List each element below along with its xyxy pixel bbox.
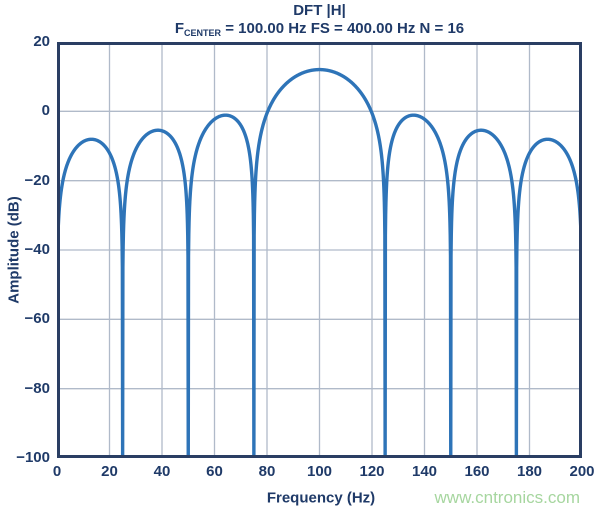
x-axis-title: Frequency (Hz) [266, 489, 376, 507]
subtitle-params: = 100.00 Hz FS = 400.00 Hz N = 16 [221, 20, 465, 37]
plot-frame [57, 42, 582, 458]
x-tick-label: 20 [101, 463, 118, 480]
y-tick-label: −20 [24, 171, 50, 189]
chart-title: DFT |H| [293, 2, 346, 19]
y-axis-title: Amplitude (dB) [5, 196, 23, 304]
watermark-text: www.cntronics.com [434, 488, 580, 507]
y-tick-label: −60 [24, 310, 50, 328]
x-tick-label: 160 [464, 463, 490, 480]
x-tick-label: 80 [258, 463, 276, 480]
subtitle-f: F [174, 20, 185, 37]
chart-header: DFT |H| FCENTER = 100.00 Hz FS = 400.00 … [57, 2, 582, 42]
y-tick-label: −80 [24, 379, 50, 397]
y-tick-label: −100 [16, 449, 50, 466]
x-tick-label: 200 [569, 463, 595, 480]
x-tick-label: 140 [411, 463, 438, 480]
chart-subtitle: FCENTER = 100.00 Hz FS = 400.00 Hz N = 1… [57, 20, 582, 42]
x-tick-label: 100 [306, 463, 333, 480]
x-tick-label: 0 [52, 463, 62, 480]
x-tick-label: 180 [516, 463, 543, 480]
y-tick-label: −40 [24, 241, 50, 258]
x-tick-label: 60 [206, 463, 223, 480]
x-tick-label: 40 [153, 463, 171, 480]
dft-magnitude-curve [57, 67, 582, 458]
subtitle-center-subscript: CENTER [184, 28, 222, 38]
y-tick-label: 20 [33, 33, 50, 50]
dft-magnitude-plot [57, 42, 582, 458]
y-tick-label: 0 [41, 102, 50, 120]
x-tick-label: 120 [359, 463, 385, 480]
